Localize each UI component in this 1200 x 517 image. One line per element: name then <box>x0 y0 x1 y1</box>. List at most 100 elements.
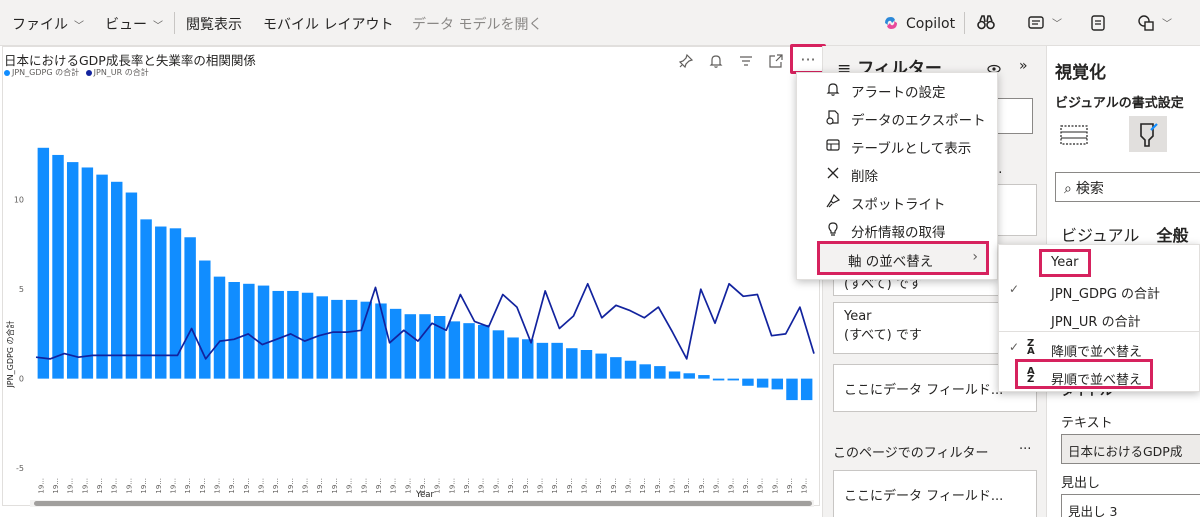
heading-select[interactable]: 見出し 3 <box>1061 494 1200 517</box>
menu-item-spotlight[interactable]: スポットライト <box>797 187 997 215</box>
x-tick-label: 19... <box>96 478 104 494</box>
bar[interactable] <box>492 330 505 379</box>
bar[interactable] <box>272 290 284 379</box>
bar[interactable] <box>228 282 240 379</box>
sort-by-ur[interactable]: JPN_UR の合計 <box>999 305 1199 333</box>
bar[interactable] <box>756 378 769 388</box>
bar[interactable] <box>536 342 549 379</box>
bar[interactable] <box>199 260 211 379</box>
chevron-down-icon[interactable]: ﹀ <box>1162 19 1172 30</box>
bar[interactable] <box>698 375 710 379</box>
comment-icon[interactable] <box>1026 13 1046 33</box>
legend-item[interactable]: JPN_UR の合計 <box>85 68 149 77</box>
filter-icon[interactable] <box>738 53 754 69</box>
bar[interactable] <box>81 167 94 379</box>
shapes-icon[interactable] <box>1136 13 1156 33</box>
bar[interactable] <box>800 378 813 401</box>
format-visual-tab[interactable] <box>1129 116 1167 152</box>
notes-icon[interactable] <box>1088 13 1108 33</box>
menu-file[interactable]: ファイル ﹀ <box>12 14 84 34</box>
bar[interactable] <box>742 378 754 386</box>
bar[interactable] <box>243 283 255 379</box>
menu-item-sort-axis[interactable]: 軸 の並べ替え › <box>817 241 989 275</box>
bar[interactable] <box>125 192 138 379</box>
build-visual-icon[interactable] <box>1059 120 1089 150</box>
filter-card-value: (すべて) です <box>844 277 922 292</box>
bar[interactable] <box>639 364 651 379</box>
menu-item-export-data[interactable]: データのエクスポート <box>797 103 997 131</box>
bar[interactable] <box>771 378 784 390</box>
bar[interactable] <box>551 342 563 379</box>
sort-by-gdpg[interactable]: ✓ JPN_GDPG の合計 <box>999 277 1199 305</box>
copilot-button[interactable]: Copilot <box>882 14 955 32</box>
bar[interactable] <box>404 314 417 379</box>
legend-item[interactable]: JPN_GDPG の合計 <box>4 68 79 77</box>
pin-icon[interactable] <box>678 53 694 69</box>
scrollbar-thumb[interactable] <box>34 501 812 506</box>
bar[interactable] <box>301 292 314 379</box>
menu-view[interactable]: ビュー ﹀ <box>105 14 163 34</box>
bar[interactable] <box>683 373 695 379</box>
bar[interactable] <box>580 350 593 379</box>
bar[interactable] <box>111 181 123 379</box>
bar[interactable] <box>786 378 798 401</box>
bar[interactable] <box>463 323 475 379</box>
bar[interactable] <box>419 314 431 379</box>
bar[interactable] <box>66 162 79 379</box>
menu-bar: ファイル ﹀ ビュー ﹀ 閲覧表示 モバイル レイアウト データ モデルを開く Co… <box>0 0 1200 46</box>
bar[interactable] <box>522 339 534 379</box>
sort-by-year[interactable]: Year <box>999 249 1199 277</box>
bar[interactable] <box>389 308 402 379</box>
chevron-down-icon[interactable]: ﹀ <box>1052 19 1062 30</box>
bar[interactable] <box>375 303 387 379</box>
menu-item-delete[interactable]: 削除 <box>797 159 997 187</box>
bar[interactable] <box>610 357 622 379</box>
bar[interactable] <box>668 371 681 379</box>
binoculars-icon[interactable] <box>976 13 996 33</box>
menu-mobile-layout[interactable]: モバイル レイアウト <box>263 17 394 33</box>
bar[interactable] <box>727 378 739 381</box>
bar[interactable] <box>155 226 167 379</box>
tab-general[interactable]: 全般 <box>1156 226 1189 245</box>
bell-icon[interactable] <box>708 53 724 69</box>
bar[interactable] <box>345 299 358 379</box>
bar[interactable] <box>52 154 64 379</box>
divider <box>999 331 1199 332</box>
menu-reading-view[interactable]: 閲覧表示 <box>186 17 242 33</box>
tab-visual[interactable]: ビジュアル <box>1061 226 1140 245</box>
bar[interactable] <box>433 316 446 379</box>
format-search-input[interactable]: ⌕ 検索 <box>1055 172 1200 202</box>
bar[interactable] <box>316 296 328 379</box>
menu-item-set-alert[interactable]: アラートの設定 <box>797 75 997 103</box>
title-text-input[interactable]: 日本におけるGDP成 <box>1061 434 1200 464</box>
more-icon[interactable]: ··· <box>1019 442 1032 457</box>
bar[interactable] <box>169 228 182 379</box>
bar[interactable] <box>331 299 343 379</box>
focus-mode-icon[interactable] <box>768 53 784 69</box>
bar[interactable] <box>37 147 50 379</box>
bar[interactable] <box>712 378 725 381</box>
bar[interactable] <box>360 301 373 379</box>
chart-legend: JPN_GDPG の合計 JPN_UR の合計 <box>4 67 149 78</box>
bar[interactable] <box>448 321 461 379</box>
bar[interactable] <box>257 285 270 379</box>
bar[interactable] <box>566 348 578 379</box>
bar[interactable] <box>477 324 490 379</box>
more-options-button[interactable]: ··· <box>790 44 826 74</box>
bar[interactable] <box>96 174 108 379</box>
divider <box>964 12 965 34</box>
bar[interactable] <box>654 366 666 379</box>
x-axis-label: Year <box>415 490 435 500</box>
bar[interactable] <box>595 353 607 379</box>
collapse-icon[interactable]: » <box>1019 58 1028 74</box>
bar[interactable] <box>184 237 196 379</box>
menu-item-get-insights[interactable]: 分析情報の取得 <box>797 215 997 243</box>
menu-item-show-as-table[interactable]: テーブルとして表示 <box>797 131 997 159</box>
bar[interactable] <box>213 276 226 379</box>
filter-drop-zone[interactable]: ここにデータ フィールド... <box>833 470 1037 517</box>
bar[interactable] <box>624 360 637 379</box>
bar[interactable] <box>507 337 519 379</box>
bar[interactable] <box>140 219 152 379</box>
